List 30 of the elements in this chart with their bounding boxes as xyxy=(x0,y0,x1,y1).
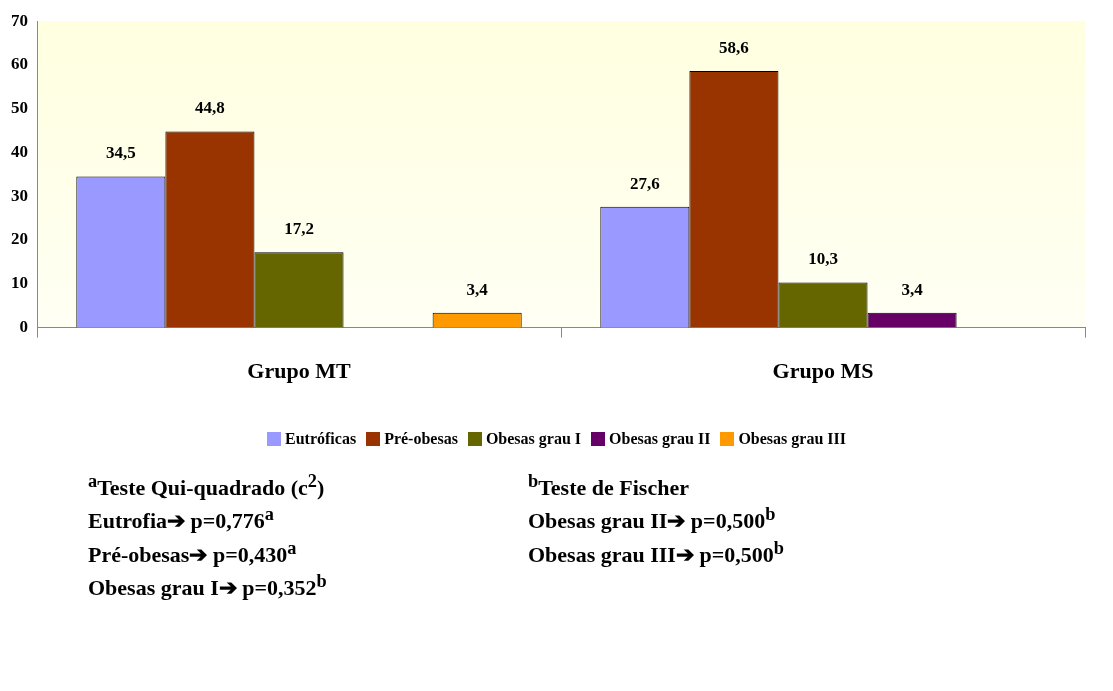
legend-label: Obesas grau III xyxy=(738,430,846,448)
data-label: 17,2 xyxy=(284,219,314,239)
text: $^{a}$Teste Qui-quadrado (c$^{2}$) xyxy=(88,470,326,502)
y-tick-label: 50 xyxy=(11,98,28,118)
data-label: 34,5 xyxy=(105,143,136,163)
x-tick-label: Grupo MT xyxy=(247,358,351,384)
y-tick-label: 60 xyxy=(11,54,28,74)
text: Eutrofia➔ p=0,776$^{a}$ xyxy=(88,503,275,535)
y-tick-label: 70 xyxy=(11,10,28,30)
data-label: 3,4 xyxy=(466,279,489,299)
y-tick-label: 10 xyxy=(11,273,28,293)
text: $^{b}$Teste de Fischer xyxy=(528,470,690,502)
text: Obesas grau III➔ p=0,500$^{b}$ xyxy=(528,536,785,568)
y-tick-label: 30 xyxy=(11,185,28,205)
data-label: 10,3 xyxy=(808,249,838,269)
data-label: 44,8 xyxy=(195,98,225,118)
x-tick-label: Grupo MS xyxy=(772,358,874,384)
data-label: 58,6 xyxy=(719,37,749,57)
legend-label: Obesas grau I xyxy=(485,430,582,448)
y-tick-label: 20 xyxy=(11,229,28,249)
text: Obesas grau I➔ p=0,352$^{b}$ xyxy=(88,570,328,602)
data-label: 27,6 xyxy=(629,173,660,193)
text: Pré-obesas➔ p=0,430$^{a}$ xyxy=(88,536,298,568)
legend-label: Obesas grau II xyxy=(609,430,711,448)
data-label: 3,4 xyxy=(901,279,924,299)
y-tick-label: 40 xyxy=(11,141,28,161)
legend-label: Pré-obesas xyxy=(384,430,458,448)
y-tick-label: 0 xyxy=(19,316,28,336)
text: Obesas grau II➔ p=0,500$^{b}$ xyxy=(528,503,777,535)
legend-label: Eutróficas xyxy=(285,430,357,448)
